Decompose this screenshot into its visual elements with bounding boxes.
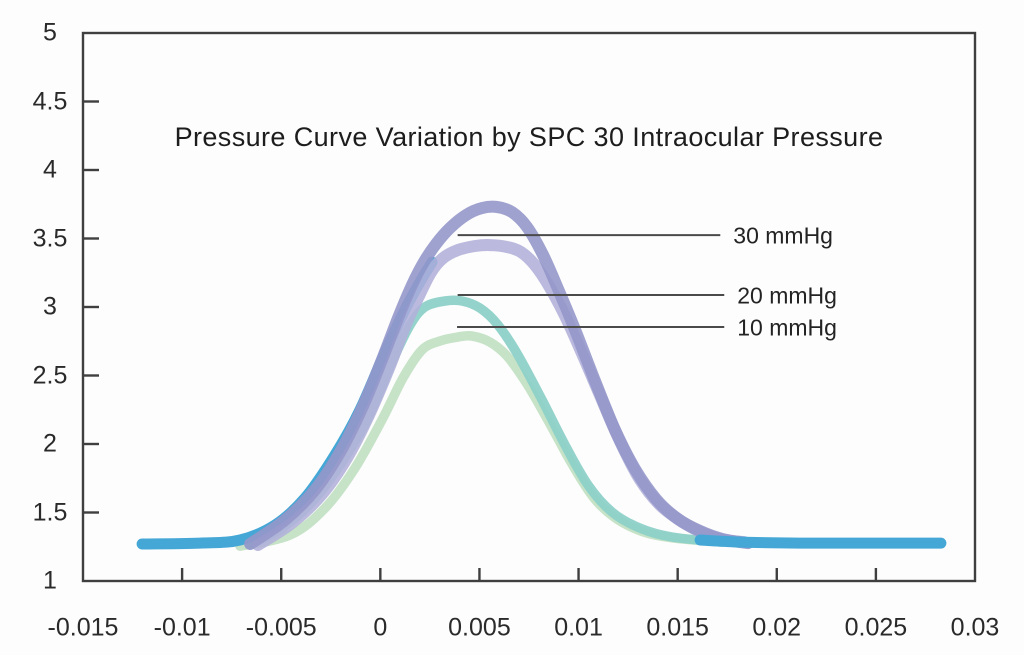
annotation-label-10-mmhg: 10 mmHg	[737, 314, 837, 341]
x-tick-label: 0.03	[950, 613, 1000, 642]
y-tick-label: 1.5	[32, 498, 68, 526]
x-tick-label: 0.015	[646, 613, 709, 642]
x-tick-label: 0	[373, 613, 388, 642]
x-tick-label: 0.005	[448, 613, 511, 642]
y-tick-label: 2	[43, 429, 57, 458]
annotation-label-30-mmhg: 30 mmHg	[733, 222, 833, 249]
x-tick-label: -0.01	[153, 613, 211, 642]
y-tick-label: 4.5	[32, 87, 68, 115]
x-tick-label: -0.005	[245, 613, 317, 642]
y-tick-label: 2.5	[32, 361, 68, 389]
y-tick-label: 1	[43, 566, 57, 595]
x-tick-label: 0.01	[554, 613, 603, 642]
x-tick-label: 0.025	[844, 613, 908, 642]
annotation-label-20-mmhg: 20 mmHg	[737, 282, 837, 309]
y-tick-label: 3	[43, 292, 57, 321]
x-tick-label: 0.02	[752, 613, 802, 642]
curve-30-mmhg-outer-band	[244, 200, 754, 550]
y-tick-label: 5	[43, 18, 57, 47]
x-tick-label: -0.015	[47, 613, 119, 642]
chart-title: Pressure Curve Variation by SPC 30 Intra…	[174, 122, 884, 152]
y-tick-label: 4	[43, 155, 57, 184]
plot-frame	[81, 31, 977, 583]
curve-common-baseline-tail	[694, 534, 947, 549]
y-tick-label: 3.5	[32, 224, 68, 252]
